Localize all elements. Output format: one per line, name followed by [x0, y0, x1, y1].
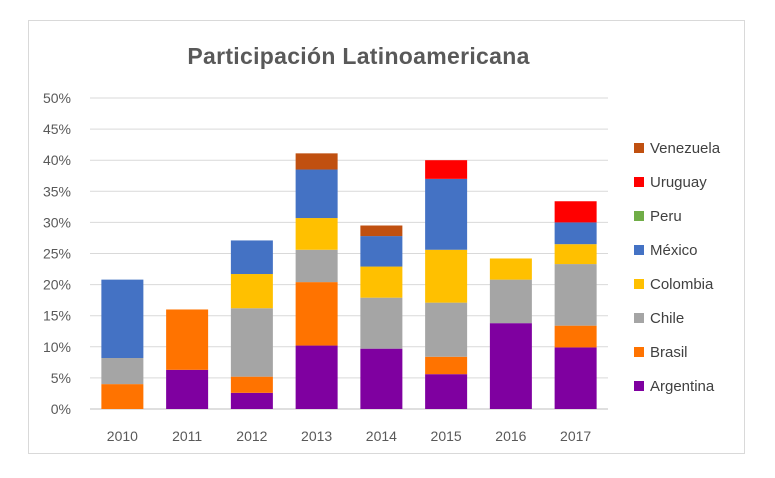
bar-segment-brasil-2017 — [554, 325, 597, 348]
bar-segment-colombia-2013 — [295, 218, 338, 250]
y-tick-label: 0% — [51, 401, 71, 417]
bar-segment-argentina-2017 — [554, 347, 597, 409]
bar-segment-brasil-2015 — [425, 356, 468, 375]
bar-segment-uruguay-2017 — [554, 201, 597, 223]
bar-segment-chile-2012 — [230, 308, 273, 377]
bar-segment-argentina-2016 — [489, 323, 532, 409]
bar-segment-méxico-2013 — [295, 169, 338, 219]
legend-swatch — [634, 279, 644, 289]
bar-segment-colombia-2012 — [230, 274, 273, 309]
x-tick-label: 2016 — [495, 428, 526, 444]
legend-swatch — [634, 245, 644, 255]
bar-segment-venezuela-2014 — [360, 225, 403, 237]
y-tick-label: 50% — [43, 90, 71, 106]
y-tick-label: 30% — [43, 214, 71, 230]
bar-segment-argentina-2011 — [166, 369, 209, 409]
legend-swatch — [634, 211, 644, 221]
legend-label: Brasil — [650, 344, 688, 361]
y-tick-label: 35% — [43, 183, 71, 199]
bar-segment-argentina-2013 — [295, 345, 338, 409]
bar-segment-chile-2010 — [101, 357, 144, 385]
legend-label: Peru — [650, 208, 682, 225]
legend-label: Colombia — [650, 276, 714, 293]
y-axis-ticks: 0% 5% 10% 15% 20% 25% 30% 35% 40% 45% 50% — [43, 90, 71, 417]
x-tick-label: 2012 — [236, 428, 267, 444]
legend-swatch — [634, 347, 644, 357]
bar-segment-chile-2017 — [554, 264, 597, 326]
legend-label: Argentina — [650, 378, 715, 395]
chart-title: Participación Latinoamericana — [187, 43, 530, 69]
bar-segment-méxico-2010 — [101, 279, 144, 358]
x-tick-label: 2015 — [431, 428, 462, 444]
bar-segment-méxico-2012 — [230, 240, 273, 275]
bar-segment-colombia-2014 — [360, 266, 403, 298]
y-tick-label: 10% — [43, 339, 71, 355]
legend-label: México — [650, 242, 698, 259]
x-axis-ticks: 2010 2011 2012 2013 2014 2015 2016 2017 — [107, 428, 592, 444]
y-tick-label: 20% — [43, 277, 71, 293]
bar-segment-chile-2016 — [489, 279, 532, 324]
bar-segment-colombia-2017 — [554, 244, 597, 265]
legend-swatch — [634, 143, 644, 153]
x-tick-label: 2011 — [172, 428, 202, 444]
bar-segment-brasil-2012 — [230, 376, 273, 393]
bar-segment-chile-2013 — [295, 249, 338, 283]
bar-segment-colombia-2015 — [425, 249, 468, 303]
bar-segment-colombia-2016 — [489, 258, 532, 280]
legend-swatch — [634, 381, 644, 391]
legend: Venezuela Uruguay Peru México Colombia Chile B… — [634, 140, 721, 395]
bar-segment-chile-2014 — [360, 297, 403, 349]
x-tick-label: 2017 — [560, 428, 591, 444]
y-tick-label: 15% — [43, 308, 71, 324]
y-tick-label: 25% — [43, 246, 71, 262]
legend-label: Chile — [650, 310, 684, 327]
legend-label: Uruguay — [650, 174, 707, 191]
legend-swatch — [634, 313, 644, 323]
bar-segment-chile-2015 — [425, 302, 468, 357]
bar-segment-argentina-2012 — [230, 392, 273, 409]
bar-segment-brasil-2010 — [101, 384, 144, 409]
y-tick-label: 40% — [43, 152, 71, 168]
bar-segment-argentina-2014 — [360, 348, 403, 409]
bar-segment-méxico-2014 — [360, 236, 403, 267]
bar-segment-argentina-2015 — [425, 374, 468, 409]
legend-swatch — [634, 177, 644, 187]
y-tick-label: 45% — [43, 121, 71, 137]
chart-canvas: 0% 5% 10% 15% 20% 25% 30% 35% 40% 45% 50% 2010 2011… — [43, 90, 721, 444]
x-tick-label: 2010 — [107, 428, 138, 444]
x-tick-label: 2014 — [366, 428, 397, 444]
bar-segment-brasil-2013 — [295, 282, 338, 346]
x-tick-label: 2013 — [301, 428, 332, 444]
bars — [101, 153, 597, 409]
chart-frame: Participación Latinoamericana 0% 5% 10% 15%… — [28, 20, 745, 454]
y-tick-label: 5% — [51, 370, 71, 386]
bar-segment-venezuela-2013 — [295, 153, 338, 170]
bar-segment-brasil-2011 — [166, 309, 209, 370]
bar-segment-uruguay-2015 — [425, 160, 468, 179]
bar-segment-méxico-2017 — [554, 222, 597, 245]
legend-label: Venezuela — [650, 140, 721, 157]
bar-segment-méxico-2015 — [425, 178, 468, 250]
